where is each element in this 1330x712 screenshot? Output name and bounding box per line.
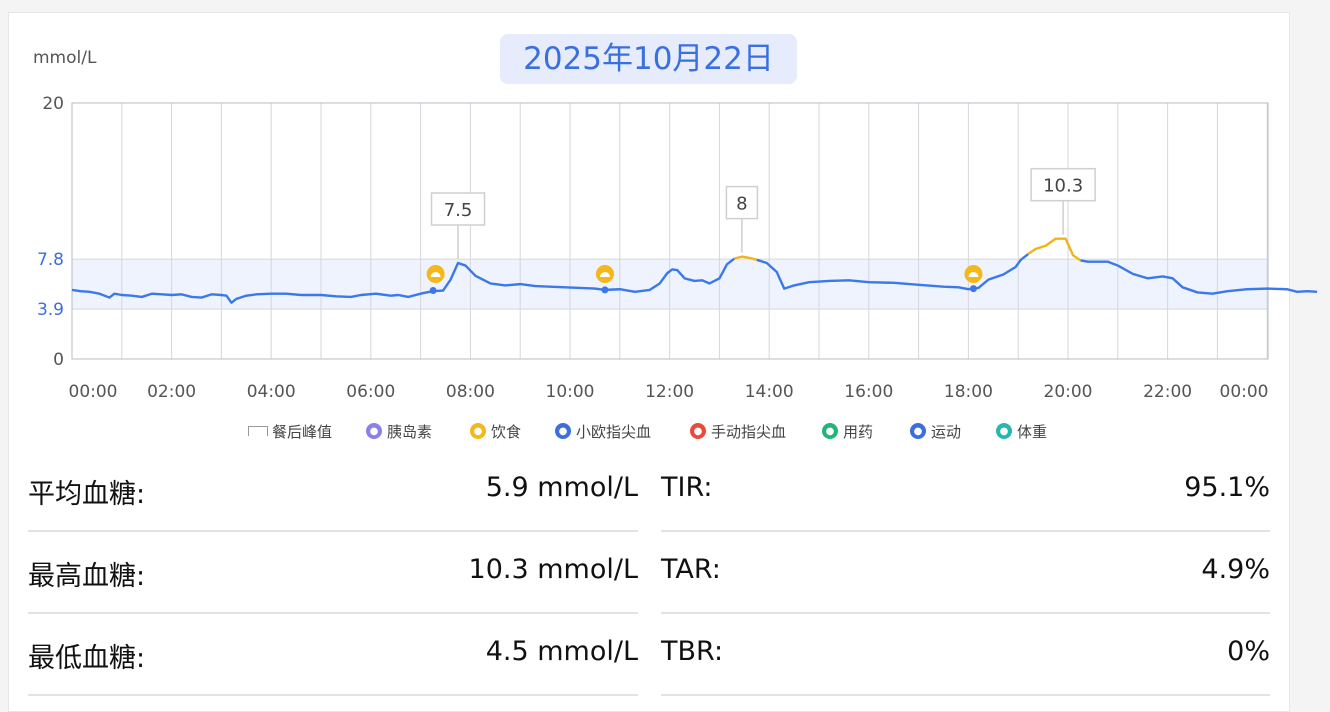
divider [28,612,638,614]
x-tick-label: 12:00 [645,382,694,402]
divider [661,530,1270,532]
legend-item: ● 用药 [822,419,873,443]
peak-value-text: 10.3 [1043,176,1083,197]
stat-label: TBR: [661,636,724,667]
meal-icon [430,272,441,277]
divider [661,694,1270,696]
x-tick-label: 04:00 [247,382,296,402]
x-tick-label: 08:00 [446,382,495,402]
peak-value-label [1030,167,1096,202]
legend-item: ● 饮食 [470,419,521,443]
glucose-line-high [1027,237,1082,262]
legend-label: 饮食 [491,422,522,441]
legend-item: ● 胰岛素 [366,419,432,443]
post-meal-peak-icon [248,426,268,436]
legend-label: 手动指尖血 [711,422,787,441]
chart-legend: 餐后峰值 ● 胰岛素 ● 饮食 ● 小欧指尖血 ● 手动指尖血 ● 用药 ● 运动 ● 体重 [0,419,1330,443]
glucose-line-high [734,255,758,261]
x-tick-label: 18:00 [944,382,993,402]
peak-value-text: 7.5 [444,200,473,221]
meal-icon [599,272,610,277]
x-tick-label: 00:00 [1220,382,1269,402]
scale-icon: ● [996,423,1012,439]
legend-item: ● 小欧指尖血 [555,419,651,443]
stat-tar: TAR: 4.9% [661,532,1270,614]
stat-value: 5.9 mmol/L [485,472,638,503]
divider [28,694,638,696]
legend-label: 小欧指尖血 [576,422,652,441]
stat-label: TAR: [661,554,721,585]
stat-value: 4.9% [1201,554,1270,585]
x-tick-label: 22:00 [1143,382,1192,402]
stat-value: 10.3 mmol/L [468,554,638,585]
glucose-line [71,257,736,304]
y-tick-label: 20 [42,94,64,114]
x-tick-label: 02:00 [147,382,196,402]
stat-label: 最低血糖: [28,643,146,674]
stat-tbr: TBR: 0% [661,614,1270,696]
stat-tir: TIR: 95.1% [661,450,1270,532]
date-selector[interactable]: 2025年10月22日 [500,34,797,84]
x-tick-label: 16:00 [844,382,893,402]
finger-stick-point [969,285,977,293]
stat-min: 最低血糖: 4.5 mmol/L [28,614,638,696]
legend-item: ● 体重 [996,419,1047,443]
legend-item: 餐后峰值 [248,419,332,443]
meal-icon [968,272,979,277]
x-tick-label: 20:00 [1044,382,1093,402]
glucose-line [1080,259,1318,295]
legend-label: 胰岛素 [387,422,433,441]
x-tick-label: 06:00 [346,382,395,402]
y-axis-unit: mmol/L [33,48,97,68]
stat-value: 95.1% [1184,472,1270,503]
finger-stick-point [601,286,609,294]
y-tick-label: 3.9 [37,300,64,320]
meal-icon: ● [470,423,486,439]
insulin-pen-icon: ● [366,423,382,439]
legend-label: 用药 [843,422,874,441]
x-tick-label: 00:00 [69,382,118,402]
legend-item: ● 手动指尖血 [690,419,786,443]
y-tick-label: 0 [53,350,64,370]
blood-drop-red-icon: ● [690,423,706,439]
x-tick-label: 10:00 [546,382,595,402]
legend-label: 运动 [931,422,962,441]
stat-label: 最高血糖: [28,561,146,592]
stat-label: TIR: [661,472,713,503]
legend-label: 体重 [1017,422,1048,441]
stat-average: 平均血糖: 5.9 mmol/L [28,450,638,532]
blood-drop-blue-icon: ● [555,423,571,439]
divider [661,612,1270,614]
stat-max: 最高血糖: 10.3 mmol/L [28,532,638,614]
pill-icon: ● [822,423,838,439]
plot-border [71,102,1269,360]
peak-value-text: 8 [736,194,747,215]
stat-value: 0% [1227,636,1270,667]
legend-label: 餐后峰值 [272,422,333,441]
glucose-line [756,253,1029,291]
finger-stick-point [429,287,437,295]
exercise-icon: ● [910,423,926,439]
stat-value: 4.5 mmol/L [485,636,638,667]
stat-label: 平均血糖: [28,479,146,510]
peak-value-label [430,192,486,226]
x-tick-label: 14:00 [745,382,794,402]
y-tick-label: 7.8 [37,250,64,270]
legend-item: ● 运动 [910,419,961,443]
divider [28,530,638,532]
